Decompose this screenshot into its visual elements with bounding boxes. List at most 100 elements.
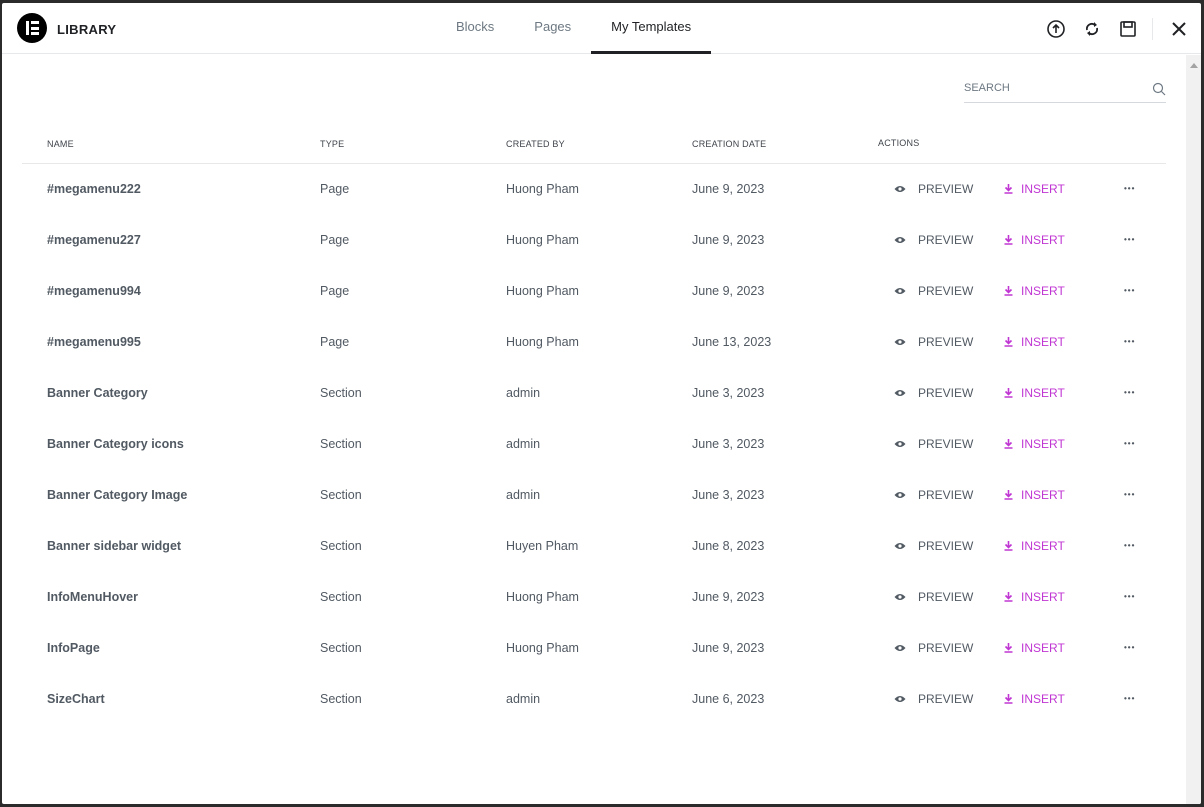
template-date: June 8, 2023 — [692, 539, 765, 553]
tab-pages[interactable]: Pages — [534, 19, 572, 34]
template-date: June 9, 2023 — [692, 284, 765, 298]
preview-button[interactable]: PREVIEW — [894, 689, 973, 709]
table-row: Banner Category icons Section admin June… — [22, 434, 1166, 485]
download-icon — [1004, 337, 1013, 347]
download-icon — [1004, 235, 1013, 245]
divider — [1152, 17, 1153, 40]
template-author: admin — [506, 437, 541, 451]
search-input[interactable] — [964, 78, 1144, 94]
table-row: Banner Category Section admin June 3, 20… — [22, 383, 1166, 434]
insert-label: INSERT — [1021, 233, 1065, 247]
tab-blocks[interactable]: Blocks — [456, 19, 495, 34]
table-row: InfoPage Section Huong Pham June 9, 2023… — [22, 638, 1166, 689]
insert-button[interactable]: INSERT — [1004, 281, 1065, 301]
eye-icon — [894, 390, 906, 396]
template-name: InfoMenuHover — [47, 590, 138, 604]
template-name: Banner Category icons — [47, 437, 184, 451]
preview-button[interactable]: PREVIEW — [894, 281, 973, 301]
insert-button[interactable]: INSERT — [1004, 383, 1065, 403]
elementor-logo-icon — [17, 13, 47, 43]
template-date: June 9, 2023 — [692, 641, 765, 655]
preview-label: PREVIEW — [918, 692, 974, 706]
insert-button[interactable]: INSERT — [1004, 485, 1065, 505]
preview-button[interactable]: PREVIEW — [894, 383, 973, 403]
tab-my-templates[interactable]: My Templates — [591, 3, 712, 54]
template-type: Page — [320, 284, 350, 298]
eye-icon — [894, 441, 906, 447]
insert-label: INSERT — [1021, 641, 1065, 655]
template-author: Huyen Pham — [506, 539, 579, 553]
preview-button[interactable]: PREVIEW — [894, 230, 973, 250]
download-icon — [1004, 592, 1013, 602]
template-type: Section — [320, 539, 362, 553]
table-row: SizeChart Section admin June 6, 2023 PRE… — [22, 689, 1166, 740]
preview-button[interactable]: PREVIEW — [894, 485, 973, 505]
preview-label: PREVIEW — [918, 335, 974, 349]
preview-label: PREVIEW — [918, 539, 974, 553]
table-row: #megamenu227 Page Huong Pham June 9, 202… — [22, 230, 1166, 281]
insert-button[interactable]: INSERT — [1004, 434, 1065, 454]
header-divider — [22, 163, 1166, 164]
search-icon[interactable] — [1152, 82, 1166, 96]
template-type: Section — [320, 641, 362, 655]
sync-button[interactable] — [1074, 11, 1110, 47]
preview-label: PREVIEW — [918, 590, 974, 604]
table-row: Banner Category Image Section admin June… — [22, 485, 1166, 536]
preview-button[interactable]: PREVIEW — [894, 332, 973, 352]
download-icon — [1004, 490, 1013, 500]
preview-button[interactable]: PREVIEW — [894, 434, 973, 454]
template-type: Page — [320, 233, 350, 247]
scrollbar[interactable] — [1186, 55, 1201, 804]
insert-label: INSERT — [1021, 335, 1065, 349]
table-row: #megamenu995 Page Huong Pham June 13, 20… — [22, 332, 1166, 383]
save-icon — [1120, 20, 1136, 37]
scroll-up-icon[interactable] — [1190, 63, 1198, 68]
template-name: #megamenu227 — [47, 233, 141, 247]
insert-label: INSERT — [1021, 590, 1065, 604]
template-author: Huong Pham — [506, 590, 579, 604]
eye-icon — [894, 492, 906, 498]
insert-button[interactable]: INSERT — [1004, 638, 1065, 658]
more-options-button[interactable]: ••• — [1124, 694, 1136, 703]
download-icon — [1004, 643, 1013, 653]
import-button[interactable] — [1038, 11, 1074, 47]
more-options-button[interactable]: ••• — [1124, 592, 1136, 601]
template-date: June 9, 2023 — [692, 182, 765, 196]
insert-button[interactable]: INSERT — [1004, 587, 1065, 607]
close-button[interactable] — [1161, 11, 1197, 47]
template-author: admin — [506, 386, 541, 400]
more-options-button[interactable]: ••• — [1124, 184, 1136, 193]
preview-button[interactable]: PREVIEW — [894, 179, 973, 199]
eye-icon — [894, 237, 906, 243]
eye-icon — [894, 543, 906, 549]
template-date: June 9, 2023 — [692, 233, 765, 247]
template-name: Banner sidebar widget — [47, 539, 182, 553]
more-options-button[interactable]: ••• — [1124, 439, 1136, 448]
preview-button[interactable]: PREVIEW — [894, 587, 973, 607]
insert-button[interactable]: INSERT — [1004, 689, 1065, 709]
more-options-button[interactable]: ••• — [1124, 490, 1136, 499]
more-options-button[interactable]: ••• — [1124, 541, 1136, 550]
eye-icon — [894, 339, 906, 345]
modal-header: LIBRARY Blocks Pages My Templates — [2, 3, 1201, 54]
more-options-button[interactable]: ••• — [1124, 643, 1136, 652]
more-options-button[interactable]: ••• — [1124, 337, 1136, 346]
column-header-name: NAME — [47, 139, 74, 149]
template-author: Huong Pham — [506, 182, 579, 196]
more-options-button[interactable]: ••• — [1124, 388, 1136, 397]
search-field — [964, 78, 1166, 103]
insert-button[interactable]: INSERT — [1004, 230, 1065, 250]
insert-button[interactable]: INSERT — [1004, 536, 1065, 556]
preview-button[interactable]: PREVIEW — [894, 536, 973, 556]
preview-button[interactable]: PREVIEW — [894, 638, 973, 658]
save-button[interactable] — [1110, 11, 1146, 47]
template-name: SizeChart — [47, 692, 105, 706]
insert-button[interactable]: INSERT — [1004, 332, 1065, 352]
insert-button[interactable]: INSERT — [1004, 179, 1065, 199]
template-name: #megamenu994 — [47, 284, 141, 298]
template-name: Banner Category Image — [47, 488, 188, 502]
close-icon — [1172, 21, 1186, 36]
more-options-button[interactable]: ••• — [1124, 286, 1136, 295]
more-options-button[interactable]: ••• — [1124, 235, 1136, 244]
template-author: Huong Pham — [506, 335, 579, 349]
